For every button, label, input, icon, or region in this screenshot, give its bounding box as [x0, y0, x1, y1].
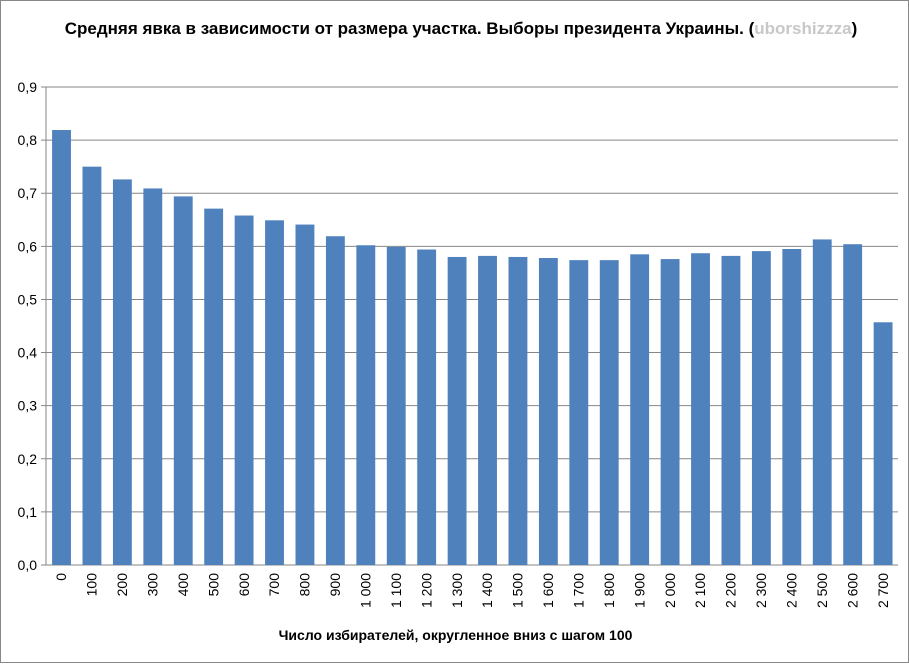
bar-2600: [843, 244, 863, 565]
y-tick-label: 0,7: [18, 185, 38, 201]
x-tick-label: 1 400: [479, 573, 495, 608]
bar-200: [112, 179, 132, 565]
bar-600: [234, 215, 254, 566]
bar-1000: [356, 245, 376, 565]
x-tick-label: 200: [114, 573, 130, 597]
x-tick-label: 1 000: [358, 573, 374, 608]
y-tick-label: 0,4: [18, 345, 38, 361]
x-tick-label: 100: [84, 573, 100, 597]
y-tick-label: 0,0: [18, 557, 38, 573]
y-tick-label: 0,8: [18, 132, 38, 148]
x-tick-label: 600: [236, 573, 252, 597]
x-tick-label: 1 200: [418, 573, 434, 608]
x-tick-label: 2 600: [844, 573, 860, 608]
y-tick-label: 0,2: [18, 451, 38, 467]
watermark: uborshizzza: [754, 19, 852, 38]
y-tick-label: 0,3: [18, 398, 38, 414]
bar-0: [52, 130, 71, 565]
x-tick-label: 2 000: [662, 573, 678, 608]
y-tick-label: 0,9: [18, 79, 38, 95]
bar-2200: [721, 255, 741, 566]
bar-300: [143, 188, 163, 566]
bar-1600: [538, 258, 558, 565]
bar-2000: [660, 259, 680, 565]
x-tick-label: 2 300: [753, 573, 769, 608]
x-tick-label: 300: [145, 573, 161, 597]
bar-2100: [691, 253, 710, 565]
bar-900: [325, 236, 345, 565]
bar-1100: [386, 246, 406, 565]
bar-1800: [599, 260, 619, 565]
x-tick-label: 1 800: [601, 573, 617, 608]
bar-700: [265, 220, 284, 565]
x-tick-label: 2 500: [814, 573, 830, 608]
y-tick-label: 0,6: [18, 238, 38, 254]
bar-800: [295, 224, 315, 565]
x-tick-label: 800: [297, 573, 313, 597]
bar-1400: [478, 255, 497, 566]
x-tick-label: 1 900: [631, 573, 647, 608]
x-tick-label: 2 200: [723, 573, 739, 608]
bar-1200: [417, 249, 437, 565]
x-tick-label: 1 300: [449, 573, 465, 608]
bar-1300: [447, 256, 467, 565]
bar-1900: [630, 254, 650, 566]
bar-2400: [782, 248, 802, 565]
bar-1500: [508, 256, 528, 565]
bar-500: [204, 208, 224, 565]
x-tick-label: 2 100: [692, 573, 708, 608]
x-tick-label: 1 100: [388, 573, 404, 608]
bar-2300: [751, 251, 771, 565]
chart-title: Средняя явка в зависимости от размера уч…: [64, 19, 858, 38]
x-tick-label: 500: [205, 573, 221, 597]
x-tick-label: 1 600: [540, 573, 556, 608]
x-tick-label: 900: [327, 573, 343, 597]
bar-2500: [812, 239, 832, 565]
x-tick-label: 0: [53, 573, 69, 581]
bar-100: [82, 166, 102, 565]
bar-400: [173, 196, 193, 566]
bar-1700: [569, 260, 589, 565]
x-tick-label: 2 400: [784, 573, 800, 608]
x-axis-label: Число избирателей, округленное вниз с ша…: [278, 627, 633, 643]
y-tick-label: 0,1: [18, 504, 38, 520]
x-tick-label: 1 700: [571, 573, 587, 608]
y-tick-label: 0,5: [18, 291, 38, 307]
x-tick-label: 1 500: [510, 573, 526, 608]
bar-2700: [873, 322, 893, 565]
x-tick-label: 400: [175, 573, 191, 597]
x-tick-label: 700: [266, 573, 282, 597]
x-tick-label: 2 700: [875, 573, 891, 608]
